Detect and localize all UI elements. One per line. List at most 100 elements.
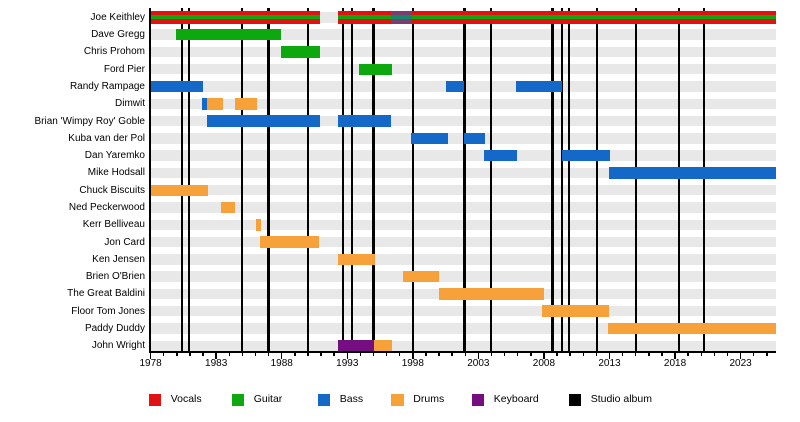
member-tenure-bar [402, 270, 439, 283]
member-label: Randy Rampage [69, 81, 145, 93]
year-tick-label: 1993 [336, 357, 359, 369]
minor-tick [451, 353, 453, 356]
member-label: Joe Keithley [90, 11, 145, 23]
minor-tick [267, 353, 270, 356]
minor-tick [438, 353, 440, 356]
minor-tick [163, 353, 165, 356]
member-tenure-bar [516, 80, 563, 93]
member-tenure-bar [201, 98, 208, 110]
minor-tick [241, 353, 244, 356]
year-tick-label: 2013 [598, 357, 621, 369]
year-tick-label: 1978 [139, 357, 162, 369]
legend-swatch-album [568, 393, 582, 407]
bass-overlay-bar [390, 11, 413, 24]
member-tenure-bar [562, 149, 610, 162]
member-label: Ken Jensen [92, 253, 145, 265]
member-tenure-bar [446, 80, 465, 93]
studio-album-line [411, 8, 414, 351]
studio-album-line [187, 8, 191, 351]
member-label: Mike Hodsall [87, 167, 145, 179]
member-tenure-bar [150, 11, 321, 24]
y-axis-line [149, 8, 152, 353]
year-tick-label: 2023 [729, 357, 752, 369]
member-tenure-bar [608, 322, 777, 335]
studio-album-line [595, 8, 598, 351]
minor-tick [176, 353, 178, 356]
year-tick-label: 1998 [401, 357, 424, 369]
major-tick [674, 353, 676, 359]
member-label: Ned Peckerwood [68, 202, 145, 214]
member-label: Dimwit [115, 98, 145, 110]
member-label: Dan Yaremko [84, 150, 145, 162]
legend-swatch-guitar [231, 393, 245, 407]
guitar-stripe [338, 15, 777, 20]
member-tenure-bar [281, 46, 321, 58]
minor-tick [635, 353, 637, 356]
member-label: Chuck Biscuits [79, 184, 145, 196]
legend-label-drums: Drums [413, 393, 445, 406]
member-tenure-bar [235, 98, 258, 110]
member-label: John Wright [91, 340, 145, 352]
minor-tick [254, 353, 257, 356]
member-tenure-bar [608, 167, 777, 179]
minor-tick [189, 353, 191, 356]
minor-tick [713, 353, 716, 356]
minor-tick [582, 353, 584, 356]
studio-album-line [677, 8, 681, 351]
legend-label-guitar: Guitar [253, 393, 283, 406]
minor-tick [464, 353, 466, 356]
member-tenure-bar [338, 115, 392, 127]
studio-album-line [560, 8, 564, 351]
minor-tick [595, 353, 598, 356]
member-tenure-bar [541, 305, 610, 317]
major-tick [543, 353, 545, 359]
member-label: Ford Pier [103, 63, 145, 75]
member-tenure-bar [463, 132, 485, 145]
studio-album-line [180, 8, 184, 351]
member-tenure-bar [411, 132, 449, 145]
minor-tick [661, 353, 663, 356]
member-tenure-bar [207, 98, 223, 110]
member-label: The Great Baldini [67, 288, 145, 300]
minor-tick [503, 353, 506, 356]
minor-tick [648, 353, 650, 356]
member-tenure-bar [338, 340, 375, 352]
legend-swatch-vocals [148, 393, 162, 407]
minor-tick [621, 353, 624, 356]
year-tick-label: 2003 [467, 357, 490, 369]
minor-tick [687, 353, 689, 356]
legend-label-keyboard: Keyboard [493, 393, 539, 406]
major-tick [281, 353, 283, 359]
member-tenure-bar [358, 63, 392, 75]
studio-album-line [372, 8, 375, 351]
legend-label-bass: Bass [339, 393, 364, 406]
member-tenure-bar [483, 149, 518, 162]
member-label: Brian 'Wimpy Roy' Goble [34, 115, 145, 127]
member-tenure-bar [338, 11, 777, 24]
legend-swatch-drums [391, 393, 404, 407]
studio-album-line [702, 8, 705, 351]
major-tick [477, 353, 480, 359]
member-tenure-bar [374, 340, 392, 352]
minor-tick [726, 353, 729, 356]
minor-tick [700, 353, 702, 356]
major-tick [412, 353, 414, 359]
minor-tick [425, 353, 427, 356]
studio-album-line [342, 8, 345, 351]
major-tick [149, 353, 152, 359]
studio-album-line [306, 8, 310, 351]
member-tenure-bar [150, 184, 208, 196]
major-tick [346, 353, 348, 359]
minor-tick [333, 353, 335, 356]
legend-swatch-keyboard [471, 393, 485, 407]
major-tick [215, 353, 217, 359]
minor-tick [399, 353, 401, 356]
minor-tick [766, 353, 768, 356]
minor-tick [490, 353, 493, 356]
year-tick-label: 2018 [663, 357, 687, 369]
studio-album-line [463, 8, 466, 351]
member-tenure-bar [220, 201, 236, 214]
member-label: Brien O'Brien [85, 271, 145, 283]
guitar-stripe [150, 15, 321, 20]
